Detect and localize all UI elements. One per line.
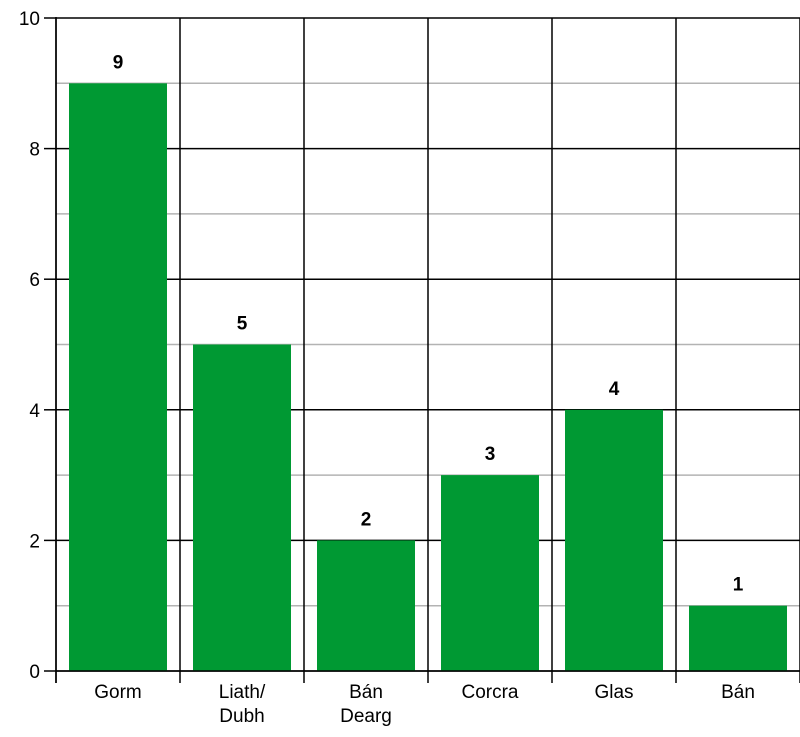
x-tick-label: Bán bbox=[721, 682, 755, 703]
bar bbox=[69, 83, 167, 672]
y-tick-label: 10 bbox=[19, 9, 40, 30]
bar bbox=[441, 475, 539, 671]
x-tick-label: Gorm bbox=[94, 682, 142, 703]
data-label: 2 bbox=[361, 509, 372, 530]
y-tick-label: 8 bbox=[29, 140, 40, 161]
x-tick-label: Liath/Dubh bbox=[219, 682, 266, 727]
y-tick-label: 6 bbox=[29, 270, 40, 291]
data-label: 4 bbox=[609, 379, 620, 400]
y-tick-label: 0 bbox=[29, 662, 40, 683]
bar bbox=[193, 344, 291, 671]
y-tick-label: 2 bbox=[29, 531, 40, 552]
bar bbox=[689, 605, 787, 671]
data-label: 5 bbox=[237, 314, 248, 335]
x-tick-label: Bán Dearg bbox=[340, 682, 392, 727]
bar bbox=[565, 409, 663, 671]
data-label: 1 bbox=[733, 575, 744, 596]
bar bbox=[317, 540, 415, 671]
x-tick-label: Corcra bbox=[461, 682, 518, 703]
x-tick-label: Glas bbox=[594, 682, 633, 703]
y-tick-label: 4 bbox=[29, 401, 40, 422]
data-label: 9 bbox=[113, 52, 124, 73]
data-label: 3 bbox=[485, 444, 496, 465]
